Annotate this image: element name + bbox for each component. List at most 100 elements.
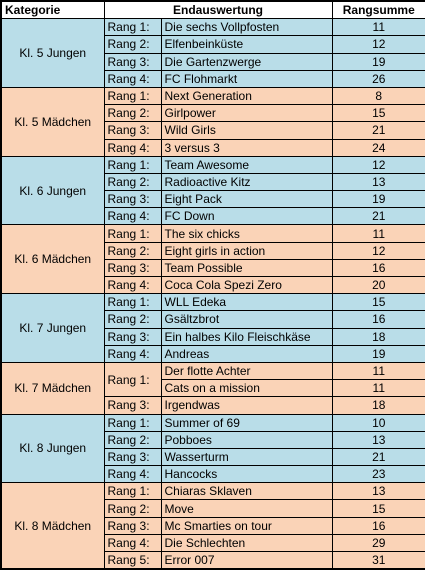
table-row: Kl. 8 Mädchen Rang 1: Chiaras Sklaven 13 <box>0 482 425 570</box>
rank-cell: Rang 1: <box>103 361 162 398</box>
rank-sum-cell: 12 <box>331 35 425 54</box>
category-cell: Kl. 7 Mädchen <box>0 361 105 415</box>
rank-cell: Rang 1: <box>103 224 162 243</box>
rank-sum-cell: 11 <box>331 224 425 243</box>
team-name-cell: Cats on a mission <box>160 379 333 398</box>
rank-sum-cell: 19 <box>331 344 425 363</box>
team-name-cell: Coca Cola Spezi Zero <box>160 275 333 295</box>
team-name-cell: Team Possible <box>160 258 333 278</box>
team-name-cell: FC Flohmarkt <box>160 69 333 88</box>
rank-cell: Rang 1: <box>103 413 162 432</box>
rank-sum-cell: 18 <box>331 396 425 415</box>
rank-cell: Rang 3: <box>103 447 162 467</box>
rank-sum-cell: 21 <box>331 121 425 140</box>
rank-sum-cell: 13 <box>331 482 425 501</box>
rank-sum-cell: 23 <box>331 465 425 484</box>
rank-sum-cell: 18 <box>331 327 425 346</box>
team-name-cell: Gsältzbrot <box>160 310 333 329</box>
team-name-cell: Die sechs Vollpfosten <box>160 18 333 37</box>
team-name-cell: Die Schlechten <box>160 533 333 553</box>
rank-cell: Rang 2: <box>103 172 162 192</box>
table-row: Cats on a mission 11 <box>1 379 425 398</box>
rank-cell: Rang 2: <box>103 241 162 260</box>
team-name-cell: Summer of 69 <box>160 413 333 432</box>
rank-cell: Rang 2: <box>103 104 162 123</box>
table-row: Rang 4: Andreas 19 <box>1 344 425 363</box>
rank-sum-cell: 24 <box>331 138 425 157</box>
rank-sum-cell: 20 <box>331 275 425 295</box>
rank-sum-cell: 16 <box>331 310 425 329</box>
team-name-cell: Girlpower <box>160 104 333 123</box>
rank-sum-cell: 12 <box>331 241 425 260</box>
table-row: Kl. 5 Jungen Rang 1: Die sechs Vollpfosten… <box>0 18 425 88</box>
rank-sum-cell: 8 <box>331 86 425 106</box>
table-row: Rang 3: Ein halbes Kilo Fleischkäse 18 <box>1 327 425 346</box>
table-row: Rang 2: Eight girls in action 12 <box>1 241 425 260</box>
rank-sum-cell: 11 <box>331 379 425 398</box>
table-row: Rang 4: 3 versus 3 24 <box>1 138 425 157</box>
rank-cell: Rang 4: <box>103 69 162 88</box>
team-name-cell: WLL Edeka <box>160 293 333 312</box>
team-name-cell: Move <box>160 499 333 518</box>
team-name-cell: 3 versus 3 <box>160 138 333 157</box>
rank-cell: Rang 2: <box>103 499 162 518</box>
category-cell: Kl. 7 Jungen <box>0 293 105 363</box>
category-cell: Kl. 8 Mädchen <box>0 482 105 570</box>
rank-cell: Rang 1: <box>103 293 162 312</box>
rank-cell: Rang 3: <box>103 258 162 278</box>
team-name-cell: Der flotte Achter <box>160 361 333 381</box>
rank-cell: Rang 4: <box>103 344 162 363</box>
rank-sum-cell: 13 <box>331 172 425 192</box>
team-name-cell: Ein halbes Kilo Fleischkäse <box>160 327 333 346</box>
rank-sum-cell: 13 <box>331 430 425 449</box>
table-row: Rang 4: FC Down 21 <box>1 207 425 226</box>
table-row: Rang 4: Coca Cola Spezi Zero 20 <box>1 275 425 295</box>
table-row: Rang 2: Radioactive Kitz 13 <box>1 172 425 192</box>
table-row: Kl. 6 Jungen Rang 1: Team Awesome 12 <box>0 155 425 226</box>
rank-sum-cell: 15 <box>331 499 425 518</box>
table-row: Rang 3: Eight Pack 19 <box>1 190 425 209</box>
team-name-cell: Radioactive Kitz <box>160 172 333 192</box>
table-row: Rang 2: Move 15 <box>1 499 425 518</box>
rank-cell: Rang 3: <box>103 52 162 71</box>
table-row: Rang 4: Hancocks 23 <box>1 465 425 484</box>
rank-sum-cell: 12 <box>331 155 425 174</box>
rank-cell: Rang 3: <box>103 516 162 535</box>
table-row: Rang 3: Team Possible 16 <box>1 258 425 278</box>
rank-cell: Rang 4: <box>103 275 162 295</box>
table-row: Rang 3: Die Gartenzwerge 19 <box>1 52 425 71</box>
rank-cell: Rang 1: <box>103 86 162 106</box>
rank-sum-cell: 19 <box>331 52 425 71</box>
rank-sum-cell: 21 <box>331 447 425 467</box>
rank-cell: Rang 2: <box>103 35 162 54</box>
table-row: Kl. 5 Mädchen Rang 1: Next Generation 8 <box>0 86 425 157</box>
rank-sum-cell: 21 <box>331 207 425 226</box>
header-endauswertung: Endauswertung <box>103 0 333 20</box>
team-name-cell: Hancocks <box>160 465 333 484</box>
rank-cell: Rang 4: <box>103 533 162 553</box>
team-name-cell: Next Generation <box>160 86 333 106</box>
rank-sum-cell: 16 <box>331 516 425 535</box>
table-row: Rang 2: Pobboes 13 <box>1 430 425 449</box>
rank-sum-cell: 11 <box>331 18 425 37</box>
rank-cell: Rang 2: <box>103 430 162 449</box>
team-name-cell: FC Down <box>160 207 333 226</box>
table-row: Rang 3: Irgendwas 18 <box>1 396 425 415</box>
rank-sum-cell: 19 <box>331 190 425 209</box>
rank-cell: Rang 1: <box>103 18 162 37</box>
category-cell: Kl. 6 Jungen <box>0 155 105 226</box>
category-cell: Kl. 8 Jungen <box>0 413 105 484</box>
header-rangsumme: Rangsumme <box>331 0 425 20</box>
team-name-cell: Team Awesome <box>160 155 333 174</box>
team-name-cell: Error 007 <box>160 551 333 570</box>
category-cell: Kl. 5 Jungen <box>0 18 105 88</box>
rank-cell: Rang 3: <box>103 396 162 415</box>
team-name-cell: Andreas <box>160 344 333 363</box>
rank-cell: Rang 1: <box>103 155 162 174</box>
table-row: Rang 4: FC Flohmarkt 26 <box>1 69 425 88</box>
rank-cell: Rang 4: <box>103 465 162 484</box>
table-row: Kl. 6 Mädchen Rang 1: The six chicks 11 <box>0 224 425 295</box>
table-row: Rang 4: Die Schlechten 29 <box>1 533 425 553</box>
rank-cell: Rang 4: <box>103 138 162 157</box>
